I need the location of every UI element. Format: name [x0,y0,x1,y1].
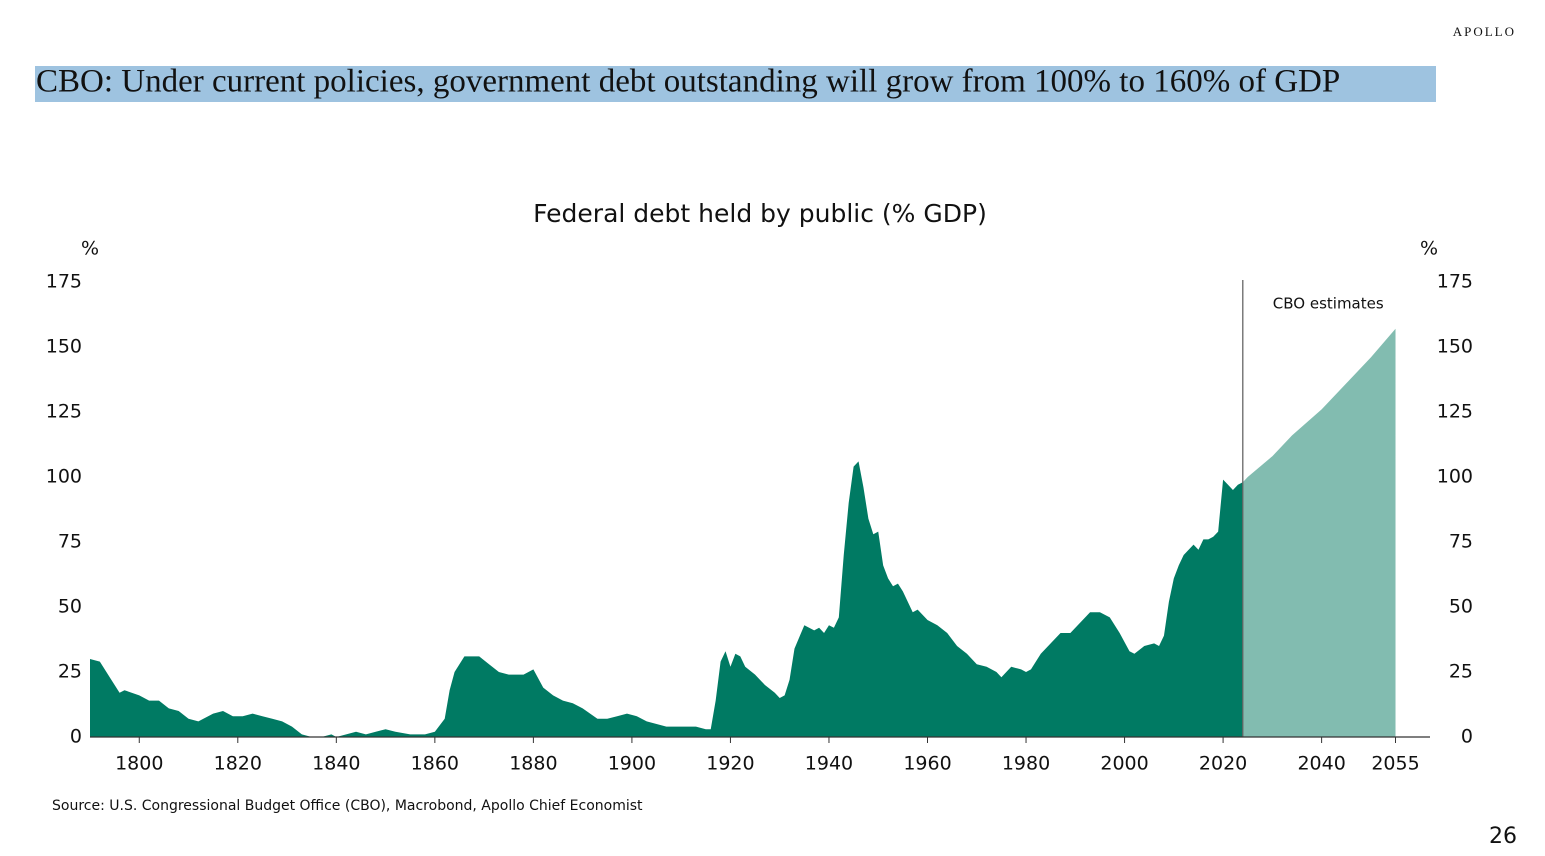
page-number: 26 [1489,824,1517,849]
y2-tick-label: 25 [1449,661,1473,683]
y2-tick-label: 150 [1437,336,1473,358]
logo: APOLLO [1453,24,1516,39]
y-tick-label: 175 [46,271,82,293]
headline: CBO: Under current policies, government … [36,64,1340,100]
y2-tick-label: 0 [1461,726,1473,748]
y2-tick-label: 75 [1449,531,1473,553]
x-tick-label: 1980 [1002,753,1050,775]
x-tick-label: 2040 [1297,753,1345,775]
x-tick-label: 1820 [214,753,262,775]
x-tick-label: 1900 [608,753,656,775]
y-tick-label: 150 [46,336,82,358]
y-tick-label: 75 [58,531,82,553]
y-tick-label: 0 [70,726,82,748]
x-tick-label: 2000 [1100,753,1148,775]
area [1242,328,1396,737]
chart-title: Federal debt held by public (% GDP) [533,199,987,228]
y-tick-label: 125 [46,401,82,423]
x-tick-label: 1880 [509,753,557,775]
y2-unit-label: % [1420,238,1438,260]
x-tick-label: 2020 [1199,753,1247,775]
source: Source: U.S. Congressional Budget Office… [52,798,643,814]
y-tick-label: 25 [58,661,82,683]
area [90,461,1243,737]
x-tick-label: 1840 [312,753,360,775]
y-tick-label: 100 [46,466,82,488]
y2-tick-label: 125 [1437,401,1473,423]
y-unit-label: % [81,238,99,260]
x-tick-label: 1860 [411,753,459,775]
y2-tick-label: 50 [1449,596,1473,618]
x-tick-label: 1920 [706,753,754,775]
x-tick-label: 1940 [805,753,853,775]
annotation: CBO estimates [1273,295,1384,313]
headline-highlight [35,66,1436,102]
x-tick-label: 1800 [115,753,163,775]
y2-tick-label: 175 [1437,271,1473,293]
y2-tick-label: 100 [1437,466,1473,488]
x-tick-label: 1960 [903,753,951,775]
y-tick-label: 50 [58,596,82,618]
x-tick-label: 2055 [1371,753,1419,775]
